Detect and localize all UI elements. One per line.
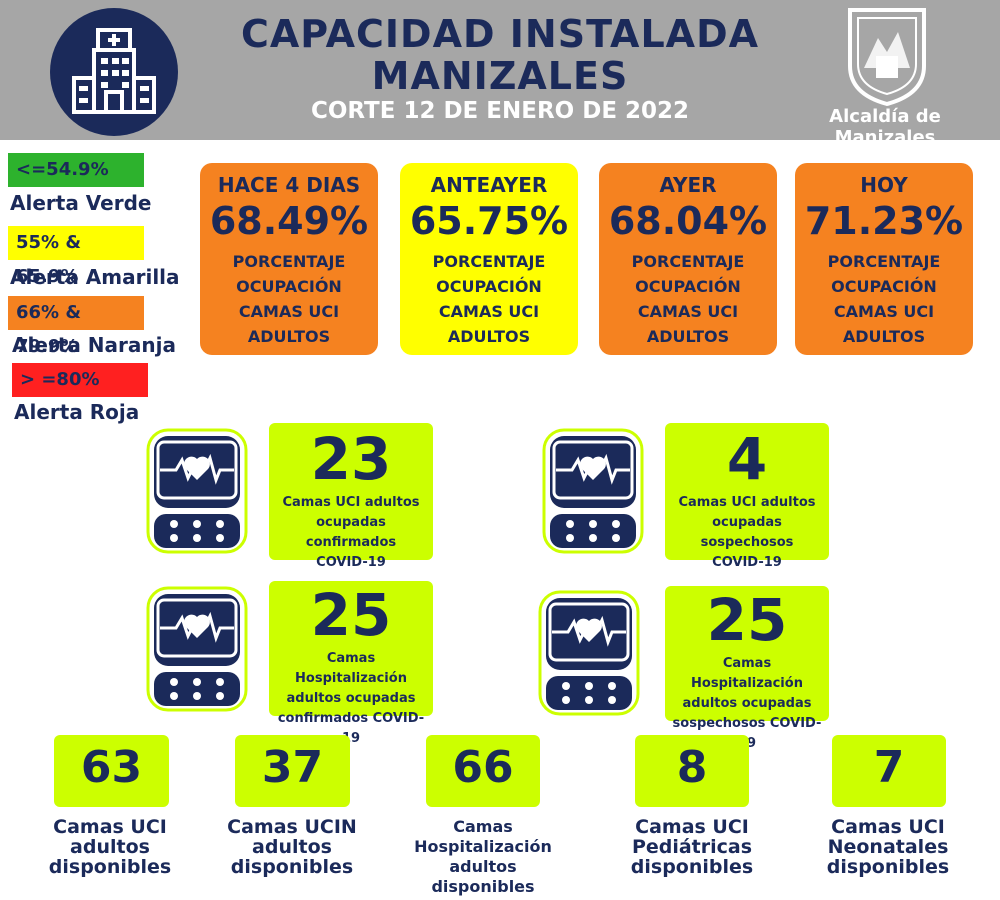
stat-value: 4: [726, 425, 768, 493]
available-uci-adults-value: 63: [54, 735, 169, 807]
occupancy-period: HOY: [860, 173, 908, 197]
available-uci-neonatal-label: Camas UCI Neonatales disponibles: [826, 816, 950, 878]
available-uci-pediatric-label: Camas UCI Pediátricas disponibles: [630, 816, 754, 878]
occupancy-card-today: HOY 71.23% PORCENTAJE OCUPACIÓN CAMAS UCI A…: [795, 163, 973, 355]
heart-monitor-icon: [542, 428, 644, 554]
available-uci-pediatric-value: 8: [635, 735, 749, 807]
legend-green-range: <=54.9%: [8, 153, 144, 187]
page-title-line2: MANIZALES: [371, 54, 629, 98]
organization-name: Alcaldía de Manizales: [829, 106, 941, 148]
stat-value: 23: [310, 425, 392, 493]
heart-monitor-icon: [146, 586, 248, 712]
occupancy-card-4-days-ago: HACE 4 DIAS 68.49% PORCENTAJE OCUPACIÓN CA…: [200, 163, 378, 355]
legend-orange-label: Alerta Naranja: [12, 333, 176, 357]
stat-value: 25: [706, 586, 788, 654]
stat-card-uci-confirmed: 23 Camas UCI adultos ocupadas confirmados…: [269, 423, 433, 570]
occupancy-description: PORCENTAJE OCUPACIÓN CAMAS UCI ADULTOS: [432, 252, 546, 346]
stat-description: Camas Hospitalización adultos ocupadas sos…: [672, 656, 822, 751]
report-date: CORTE 12 DE ENERO DE 2022: [310, 98, 690, 124]
occupancy-value: 71.23%: [804, 199, 964, 243]
occupancy-value: 68.49%: [209, 199, 369, 243]
legend-orange-range: 66% & 79.9%: [8, 296, 144, 357]
stat-value: 25: [310, 581, 392, 649]
occupancy-period: AYER: [659, 173, 717, 197]
occupancy-value: 68.04%: [608, 199, 768, 243]
available-uci-neonatal-value: 7: [832, 735, 946, 807]
available-ucin-adults-value: 37: [235, 735, 350, 807]
occupancy-description: PORCENTAJE OCUPACIÓN CAMAS UCI ADULTOS: [827, 252, 941, 346]
stat-card-hosp-suspected: 25 Camas Hospitalización adultos ocupadas…: [665, 586, 829, 751]
heart-monitor-icon: [146, 428, 248, 554]
legend-green-label: Alerta Verde: [10, 191, 152, 215]
legend-red-label: Alerta Roja: [14, 400, 140, 424]
stat-card-hosp-confirmed: 25 Camas Hospitalización adultos ocupadas…: [269, 581, 433, 746]
occupancy-period: ANTEAYER: [430, 173, 548, 197]
legend-yellow-label: Alerta Amarilla: [10, 265, 180, 289]
available-uci-adults-label: Camas UCI adultos disponibles: [48, 816, 172, 878]
occupancy-period: HACE 4 DIAS: [217, 173, 361, 197]
stat-description: Camas UCI adultos ocupadas sospechosos COV…: [678, 495, 816, 570]
occupancy-description: PORCENTAJE OCUPACIÓN CAMAS UCI ADULTOS: [232, 252, 346, 346]
available-hosp-adults-value: 66: [426, 735, 540, 807]
occupancy-value: 65.75%: [409, 199, 569, 243]
stat-description: Camas UCI adultos ocupadas confirmados COV…: [282, 495, 420, 570]
occupancy-card-yesterday: AYER 68.04% PORCENTAJE OCUPACIÓN CAMAS UCI…: [599, 163, 777, 355]
occupancy-description: PORCENTAJE OCUPACIÓN CAMAS UCI ADULTOS: [631, 252, 745, 346]
stat-card-uci-suspected: 4 Camas UCI adultos ocupadas sospechosos C…: [665, 423, 829, 570]
available-hosp-adults-label: Camas Hospitalización adultos disponibles: [414, 817, 552, 896]
occupancy-card-day-before-yesterday: ANTEAYER 65.75% PORCENTAJE OCUPACIÓN CAMAS…: [400, 163, 578, 355]
hospital-building-icon: [50, 8, 178, 136]
page-title-line1: CAPACIDAD INSTALADA: [240, 12, 760, 56]
legend-yellow-range: 55% & 65.9%: [8, 226, 144, 287]
available-ucin-adults-label: Camas UCIN adultos disponibles: [227, 816, 357, 878]
heart-monitor-icon: [538, 590, 640, 716]
legend-red-range: > =80%: [12, 363, 148, 397]
stat-description: Camas Hospitalización adultos ocupadas con…: [277, 651, 425, 746]
city-shield-logo: [846, 8, 928, 110]
